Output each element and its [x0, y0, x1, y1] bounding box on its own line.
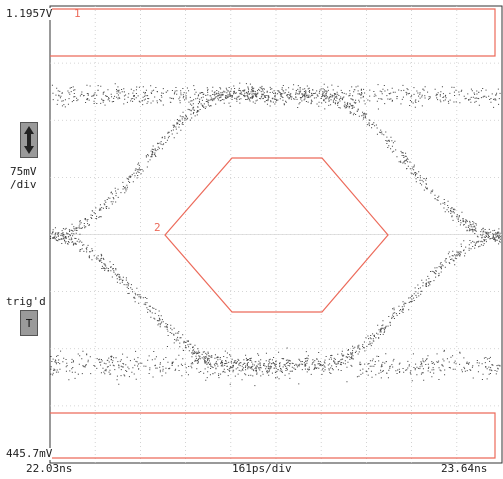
mask-label-2: 2 [154, 221, 161, 234]
time-scale-readout: 161ps/div [232, 462, 292, 475]
center-hexagon-mask [164, 157, 389, 313]
time-start-readout: 22.03ns [26, 462, 73, 475]
top-mask [50, 8, 496, 57]
trigger-marker-button[interactable]: T [20, 310, 38, 336]
vertical-scale-unit: /div [10, 178, 37, 191]
vertical-adjust-button[interactable] [20, 122, 38, 158]
time-end-readout: 23.64ns [441, 462, 488, 475]
up-down-arrow-icon [24, 126, 34, 154]
mask-label-1: 1 [74, 7, 81, 20]
vertical-scale-value: 75mV [10, 165, 37, 178]
eye-trace-points [50, 82, 501, 387]
top-voltage-readout: 1.1957V [6, 7, 53, 20]
graticule [50, 6, 502, 463]
eye-traces [50, 82, 501, 387]
bottom-voltage-readout: 445.7mV [6, 447, 53, 460]
trigger-marker-label: T [25, 316, 33, 330]
trigger-status: trig'd [6, 295, 46, 308]
bottom-mask [50, 412, 496, 459]
mask-region-1 [50, 8, 496, 459]
